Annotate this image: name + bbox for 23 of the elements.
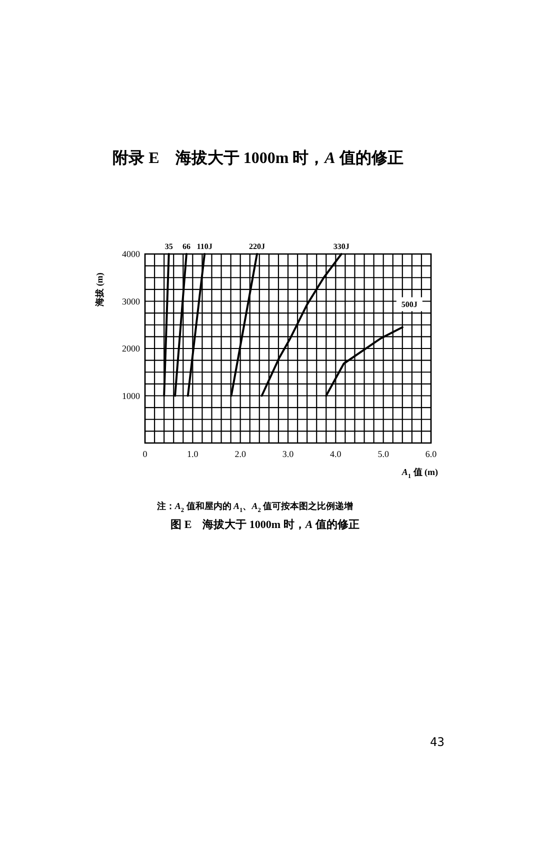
x-tick-label: 1.0	[187, 449, 199, 459]
text: 500J	[401, 300, 418, 310]
x-axis-title: A$_{1}$ 值 (m)	[402, 466, 438, 480]
x-tick-label: 4.0	[330, 449, 342, 459]
series-label: 330J	[333, 242, 350, 251]
chart-title: 附录 E 海拔大于 1000m 时，A 值的修正	[112, 148, 404, 169]
x-tick-label: 6.0	[425, 449, 438, 459]
series-label: 110J	[196, 242, 212, 251]
series-label: 35	[164, 242, 173, 251]
y-tick-label: 3000	[122, 296, 140, 306]
x-tick-label: 0	[142, 449, 148, 459]
y-tick-label: 4000	[122, 249, 140, 259]
text: 43	[430, 735, 444, 749]
series-label: 66	[182, 242, 190, 251]
x-tick-label: 2.0	[234, 449, 246, 459]
text: 注：A$_{2}$ 值和屋内的 A$_{1}$、A$_{2}$ 值可按本图之比例递增	[156, 501, 354, 514]
series-label: 220J	[249, 242, 266, 251]
x-tick-label: 3.0	[282, 449, 294, 459]
y-tick-label: 1000	[122, 390, 140, 401]
y-tick-label: 2000	[122, 344, 140, 354]
x-tick-label: 5.0	[378, 449, 390, 459]
text: 图 E 海拔大于 1000m 时，A 值的修正	[170, 518, 360, 532]
y-axis-title: 海拔 (m)	[94, 272, 106, 308]
